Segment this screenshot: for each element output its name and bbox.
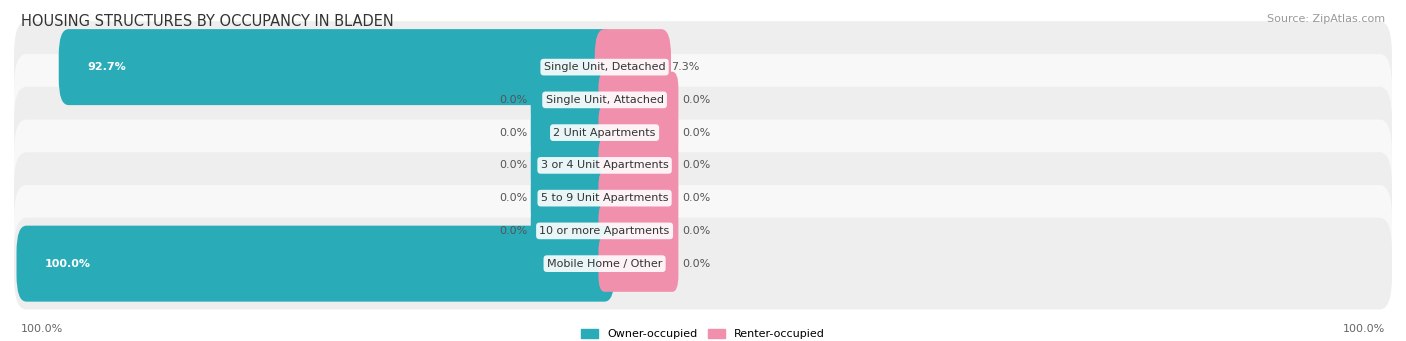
Text: 0.0%: 0.0% [682, 226, 710, 236]
Text: 0.0%: 0.0% [682, 128, 710, 138]
Text: 92.7%: 92.7% [87, 62, 125, 72]
FancyBboxPatch shape [14, 185, 1392, 277]
FancyBboxPatch shape [599, 72, 678, 128]
FancyBboxPatch shape [14, 54, 1392, 146]
Text: 0.0%: 0.0% [682, 95, 710, 105]
FancyBboxPatch shape [531, 170, 610, 226]
FancyBboxPatch shape [599, 170, 678, 226]
FancyBboxPatch shape [599, 236, 678, 292]
Text: 0.0%: 0.0% [682, 193, 710, 203]
Text: 100.0%: 100.0% [21, 324, 63, 334]
Text: Source: ZipAtlas.com: Source: ZipAtlas.com [1267, 14, 1385, 24]
FancyBboxPatch shape [14, 218, 1392, 310]
FancyBboxPatch shape [14, 21, 1392, 113]
FancyBboxPatch shape [599, 104, 678, 161]
Text: 2 Unit Apartments: 2 Unit Apartments [554, 128, 655, 138]
Legend: Owner-occupied, Renter-occupied: Owner-occupied, Renter-occupied [581, 329, 825, 339]
Text: 0.0%: 0.0% [499, 226, 527, 236]
FancyBboxPatch shape [595, 29, 671, 105]
FancyBboxPatch shape [531, 137, 610, 194]
Text: HOUSING STRUCTURES BY OCCUPANCY IN BLADEN: HOUSING STRUCTURES BY OCCUPANCY IN BLADE… [21, 14, 394, 29]
Text: 100.0%: 100.0% [45, 258, 91, 269]
FancyBboxPatch shape [14, 152, 1392, 244]
Text: 0.0%: 0.0% [682, 160, 710, 170]
Text: 3 or 4 Unit Apartments: 3 or 4 Unit Apartments [541, 160, 668, 170]
Text: 10 or more Apartments: 10 or more Apartments [540, 226, 669, 236]
FancyBboxPatch shape [531, 104, 610, 161]
FancyBboxPatch shape [17, 226, 614, 302]
Text: Mobile Home / Other: Mobile Home / Other [547, 258, 662, 269]
Text: 0.0%: 0.0% [499, 95, 527, 105]
FancyBboxPatch shape [14, 120, 1392, 211]
FancyBboxPatch shape [599, 137, 678, 194]
Text: 0.0%: 0.0% [682, 258, 710, 269]
FancyBboxPatch shape [599, 203, 678, 259]
FancyBboxPatch shape [14, 87, 1392, 178]
Text: Single Unit, Attached: Single Unit, Attached [546, 95, 664, 105]
FancyBboxPatch shape [531, 72, 610, 128]
Text: 7.3%: 7.3% [671, 62, 699, 72]
Text: 100.0%: 100.0% [1343, 324, 1385, 334]
Text: 5 to 9 Unit Apartments: 5 to 9 Unit Apartments [541, 193, 668, 203]
Text: Single Unit, Detached: Single Unit, Detached [544, 62, 665, 72]
Text: 0.0%: 0.0% [499, 128, 527, 138]
Text: 0.0%: 0.0% [499, 193, 527, 203]
FancyBboxPatch shape [59, 29, 614, 105]
Text: 0.0%: 0.0% [499, 160, 527, 170]
FancyBboxPatch shape [531, 203, 610, 259]
